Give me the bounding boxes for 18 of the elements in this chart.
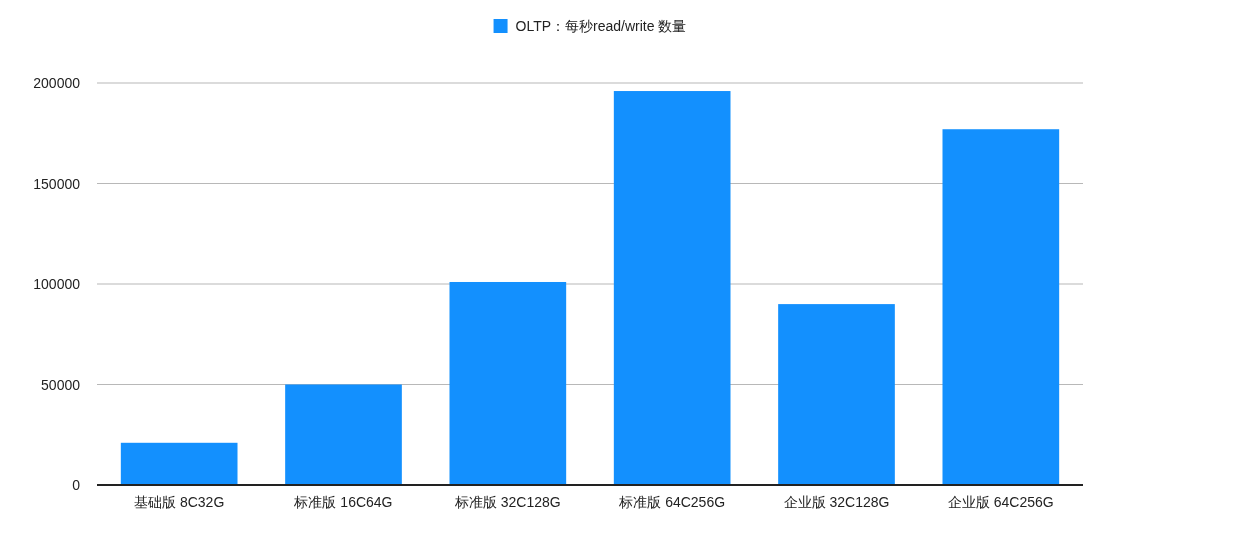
bar	[285, 384, 402, 485]
bar	[120, 442, 238, 485]
bar	[778, 304, 895, 485]
y-tick-label: 150000	[33, 175, 81, 192]
x-tick-label: 基础版 8C32G	[134, 494, 225, 510]
x-tick-label: 企业版 32C128G	[783, 494, 890, 510]
x-tick-label: 企业版 64C256G	[947, 494, 1054, 510]
x-tick-label: 标准版 16C64G	[293, 494, 393, 510]
y-tick-label: 100000	[33, 276, 81, 292]
y-tick-label: 200000	[33, 75, 81, 91]
bar	[449, 281, 567, 485]
y-tick-label: 50000	[41, 376, 81, 393]
x-tick-label: 标准版 64C256G	[618, 494, 726, 510]
legend-label: OLTP：每秒read/write 数量	[515, 18, 687, 34]
y-tick-label: 0	[72, 477, 81, 493]
bar	[942, 129, 1060, 485]
x-tick-label: 标准版 32C128G	[453, 494, 561, 510]
bar	[613, 91, 731, 485]
